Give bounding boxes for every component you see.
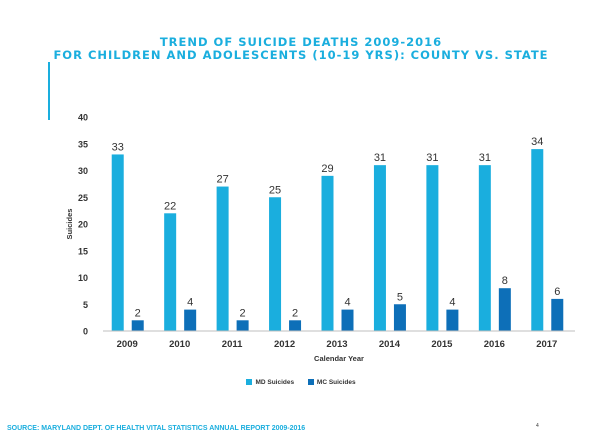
y-tick-label: 5 [83,300,88,310]
data-label: 31 [374,152,386,164]
data-label: 4 [449,297,455,309]
bar-mc-suicides [289,320,302,331]
legend-label-md: MD Suicides [255,379,295,386]
bar-mc-suicides [498,288,511,331]
x-tick-label: 2011 [222,339,243,350]
data-label: 33 [112,141,124,153]
y-tick-label: 40 [78,113,88,123]
legend-swatch-md [246,379,253,386]
x-tick-label: 2017 [536,339,557,350]
data-label: 29 [321,163,333,175]
x-axis-ticks: 2009 2010 2011 2012 2013 2014 2015 2016 2017 [117,339,558,350]
x-tick-label: 2015 [431,339,453,350]
bar-mc-suicides [551,298,564,331]
bar-md-suicides [216,186,229,331]
data-label: 8 [502,275,508,287]
y-tick-label: 15 [78,246,88,256]
chart-title-line-2: FOR CHILDREN AND ADOLESCENTS (10-19 YRS)… [53,48,549,62]
bar-md-suicides [269,197,282,331]
y-tick-label: 25 [78,193,88,203]
bar-md-suicides [321,175,334,331]
x-tick-label: 2009 [117,339,138,350]
y-tick-label: 20 [78,220,88,230]
bar-md-suicides [164,213,177,331]
x-tick-label: 2014 [379,339,401,350]
y-axis-ticks: 0 5 10 15 20 25 30 35 40 [78,113,88,337]
y-tick-label: 30 [78,166,88,176]
x-tick-label: 2016 [484,339,505,350]
legend: MD Suicides MC Suicides [0,379,602,386]
data-label: 2 [240,307,246,319]
data-label: 2 [135,307,141,319]
source-note: SOURCE: MARYLAND DEPT. OF HEALTH VITAL S… [7,425,306,432]
data-label: 6 [554,286,560,298]
bar-mc-suicides [393,304,406,331]
y-tick-label: 10 [78,273,88,283]
y-tick-label: 0 [83,327,88,337]
x-tick-label: 2012 [274,339,295,350]
data-label: 4 [187,297,193,309]
bar-mc-suicides [341,309,354,331]
x-tick-label: 2010 [169,339,190,350]
bar-md-suicides [373,165,386,331]
page-number: 4 [536,423,539,429]
data-label: 31 [426,152,438,164]
data-label: 5 [397,291,403,303]
bar-md-suicides [531,149,544,331]
bar-md-suicides [426,165,439,331]
bar-md-suicides [478,165,491,331]
accent-bar [48,62,50,120]
data-label: 4 [344,297,350,309]
bar-mc-suicides [446,309,459,331]
bar-mc-suicides [131,320,144,331]
legend-item-md: MD Suicides [246,379,294,386]
y-axis-label: Suicides [65,209,74,240]
bar-md-suicides [111,154,124,331]
y-tick-label: 35 [78,139,88,149]
bar-mc-suicides [184,309,197,331]
legend-item-mc: MC Suicides [307,379,356,386]
data-label: 27 [216,174,228,186]
data-label: 34 [531,136,543,148]
data-label: 25 [269,184,281,196]
data-label: 22 [164,200,176,212]
x-axis-label: Calendar Year [314,354,364,363]
bar-mc-suicides [236,320,249,331]
data-label: 31 [479,152,491,164]
x-tick-label: 2013 [326,339,347,350]
legend-swatch-mc [307,379,314,386]
legend-label-mc: MC Suicides [316,379,356,386]
data-label: 2 [292,307,298,319]
bars [111,149,564,331]
chart-title-line-1: TREND OF SUICIDE DEATHS 2009-2016 [159,35,443,49]
